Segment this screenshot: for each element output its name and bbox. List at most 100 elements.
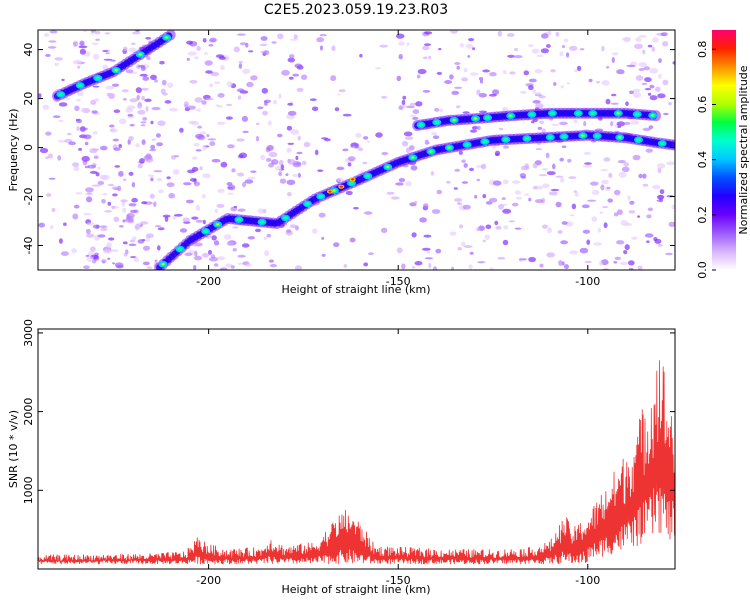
spectrogram-noise-speckle [584, 260, 592, 264]
band-blob-center [503, 137, 509, 142]
spectrogram-noise-speckle [461, 241, 466, 247]
spectrogram-noise-speckle [424, 31, 433, 35]
band-blob-center [365, 174, 371, 178]
spectrogram-noise-speckle [345, 190, 353, 196]
spectrogram-noise-speckle [638, 62, 648, 67]
spectrogram-noise-speckle [297, 172, 301, 178]
spectrogram-noise-speckle [354, 143, 360, 149]
spectrogram-noise-speckle [145, 106, 149, 112]
spectrogram-y-tick-label: 20 [22, 92, 35, 106]
spectrogram-noise-speckle [309, 98, 317, 101]
spectrogram-noise-speckle [468, 264, 473, 270]
spectrogram-noise-speckle [184, 252, 193, 257]
spectrogram-noise-speckle [187, 51, 197, 56]
spectrogram-noise-speckle [601, 80, 610, 86]
spectrogram-noise-speckle [658, 58, 662, 63]
spectrogram-noise-speckle [208, 249, 212, 255]
spectrogram-noise-speckle [645, 148, 653, 153]
spectrogram-noise-speckle [463, 68, 468, 73]
spectrogram-noise-speckle [537, 185, 543, 190]
spectrogram-noise-speckle [242, 181, 247, 188]
spectrogram-noise-speckle [105, 52, 110, 55]
spectrogram-noise-speckle [524, 163, 529, 169]
spectrogram-noise-speckle [233, 205, 238, 208]
spectrogram-noise-speckle [172, 169, 180, 175]
spectrogram-noise-speckle [480, 163, 487, 170]
spectrogram-noise-speckle [591, 190, 600, 195]
spectrogram-noise-speckle [205, 70, 213, 74]
spectrogram-noise-speckle [287, 102, 293, 106]
spectrogram-noise-speckle [154, 259, 158, 262]
spectrogram-noise-speckle [202, 144, 207, 151]
spectrogram-noise-speckle [195, 219, 204, 223]
spectrogram-noise-speckle [238, 60, 243, 64]
spectrogram-noise-speckle [294, 265, 303, 270]
band-blob-hot [411, 156, 415, 159]
spectrogram-noise-speckle [225, 116, 233, 120]
spectrogram-noise-speckle [514, 47, 519, 52]
spectrogram-noise-speckle [233, 46, 240, 53]
spectrogram-noise-speckle [559, 121, 568, 126]
spectrogram-noise-speckle [108, 237, 115, 241]
spectrogram-noise-speckle [449, 74, 454, 80]
spectrogram-noise-speckle [375, 132, 383, 138]
spectrogram-noise-speckle [103, 58, 113, 61]
spectrogram-noise-speckle [541, 33, 549, 39]
spectrogram-noise-speckle [571, 203, 577, 210]
spectrogram-noise-speckle [454, 168, 461, 172]
band-blob-center [203, 229, 209, 234]
spectrogram-noise-speckle [226, 81, 233, 87]
spectrogram-noise-speckle [363, 136, 369, 140]
spectrogram-noise-speckle [128, 203, 137, 207]
spectrogram-noise-speckle [289, 224, 297, 229]
spectrogram-noise-speckle [49, 225, 54, 230]
snr-marks [38, 360, 675, 565]
spectrogram-noise-speckle [288, 76, 294, 80]
spectrogram-noise-speckle [91, 259, 97, 264]
spectrogram-noise-speckle [652, 37, 659, 43]
spectrogram-noise-speckle [128, 136, 134, 141]
spectrogram-noise-speckle [564, 264, 569, 270]
spectrogram-noise-speckle [130, 42, 136, 46]
spectrogram-noise-speckle [111, 186, 120, 190]
spectrogram-noise-speckle [156, 142, 164, 147]
spectrogram-noise-speckle [317, 169, 324, 172]
spectrogram-noise-speckle [101, 199, 106, 204]
spectrogram-noise-speckle [390, 196, 400, 200]
spectrogram-noise-speckle [534, 199, 544, 204]
spectrogram-noise-speckle [587, 199, 597, 202]
spectrogram-noise-speckle [84, 141, 89, 146]
spectrogram-noise-speckle [293, 34, 298, 40]
spectrogram-noise-speckle [277, 133, 283, 138]
spectrogram-noise-speckle [188, 120, 197, 124]
spectrogram-noise-speckle [472, 47, 476, 51]
spectrogram-noise-speckle [423, 43, 432, 46]
spectrogram-noise-speckle [415, 101, 423, 107]
band-blob-hot [581, 134, 585, 137]
spectrogram-noise-speckle [603, 157, 611, 162]
spectrogram-noise-speckle [502, 239, 509, 246]
spectrogram-noise-speckle [569, 45, 578, 51]
spectrogram-noise-speckle [219, 267, 228, 270]
spectrogram-noise-speckle [613, 260, 618, 264]
spectrogram-noise-speckle [433, 266, 437, 270]
spectrogram-noise-speckle [520, 90, 527, 94]
spectrogram-noise-speckle [48, 40, 57, 43]
spectrogram-noise-speckle [203, 52, 208, 55]
spectrogram-noise-speckle [174, 155, 179, 158]
spectrogram-noise-speckle [136, 94, 140, 101]
band-blob-hot [386, 166, 390, 168]
spectrogram-noise-speckle [71, 248, 77, 254]
spectrogram-noise-speckle [458, 150, 463, 155]
spectrogram-noise-speckle [512, 180, 521, 184]
spectrogram-noise-speckle [321, 137, 328, 140]
spectrogram-noise-speckle [237, 254, 246, 258]
spectrogram-noise-speckle [461, 181, 469, 184]
spectrogram-noise-speckle [601, 205, 609, 209]
spectrogram-noise-speckle [266, 233, 272, 238]
spectrogram-noise-speckle [149, 193, 155, 199]
spectrogram-noise-speckle [255, 228, 261, 233]
spectrogram-noise-speckle [268, 151, 278, 158]
spectrogram-noise-speckle [157, 120, 166, 126]
